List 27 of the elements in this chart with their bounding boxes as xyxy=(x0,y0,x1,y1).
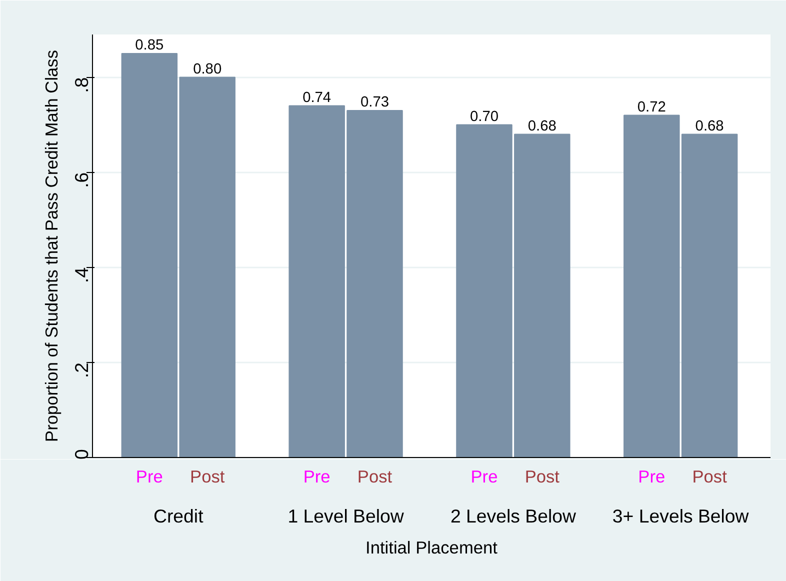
series-label: Pre xyxy=(136,466,163,486)
data-label: 0.72 xyxy=(637,99,666,116)
y-tick-label: .6 xyxy=(71,172,92,188)
data-label: 0.70 xyxy=(470,108,498,125)
x-axis-title: Intitial Placement xyxy=(366,538,498,558)
data-label: 0.73 xyxy=(360,94,390,111)
text: Pre xyxy=(470,466,498,486)
series-label: Post xyxy=(190,466,225,486)
text: Post xyxy=(692,466,727,486)
y-tick-label: .2 xyxy=(71,362,92,378)
y-axis-title: Proportion of Students that Pass Credit Math Class xyxy=(42,50,62,442)
y-tick-label: 0 xyxy=(71,449,92,460)
text: Pre xyxy=(638,466,666,486)
x-tick-label: 1 Level Below xyxy=(288,506,404,526)
data-label: 0.68 xyxy=(528,118,556,134)
y-tick-label: .8 xyxy=(71,77,92,93)
text: Post xyxy=(524,466,560,486)
text: Post xyxy=(357,466,392,486)
x-tick-label: 3+ Levels Below xyxy=(612,506,750,526)
y-tick-label: .4 xyxy=(71,267,92,283)
text: Pre xyxy=(303,466,330,486)
data-label: 0.74 xyxy=(302,90,332,106)
x-tick-label: 2 Levels Below xyxy=(450,506,576,526)
x-tick-label: Credit xyxy=(153,506,204,526)
data-label: 0.80 xyxy=(193,61,222,78)
data-label: 0.85 xyxy=(135,38,164,54)
data-label: 0.68 xyxy=(695,118,724,134)
